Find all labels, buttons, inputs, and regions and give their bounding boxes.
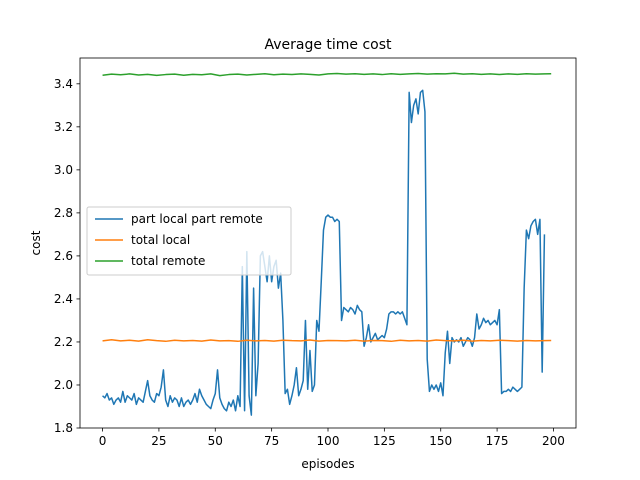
chart-title: Average time cost [264, 37, 392, 53]
legend-box [86, 206, 292, 276]
y-tick-label: 3.0 [54, 163, 73, 177]
x-tick-label: 0 [99, 434, 107, 448]
legend: part local part remote total local total r… [86, 206, 292, 276]
series-line-1 [102, 339, 552, 343]
y-tick-label: 2.4 [54, 292, 73, 306]
x-tick-label: 200 [542, 434, 565, 448]
series-line-0 [102, 89, 546, 416]
x-tick-label: 100 [317, 434, 340, 448]
x-tick-label: 75 [264, 434, 279, 448]
x-tick-label: 125 [373, 434, 396, 448]
series-line-2 [102, 72, 552, 77]
x-tick-label: 25 [151, 434, 166, 448]
y-axis-label: cost [29, 230, 43, 255]
x-tick-label: 150 [429, 434, 452, 448]
legend-label-1: total local [131, 233, 190, 247]
x-tick-label: 50 [208, 434, 223, 448]
x-axis-label: episodes [301, 457, 354, 471]
series-layer [102, 72, 552, 416]
y-tick-label: 1.8 [54, 421, 73, 435]
y-tick-label: 2.0 [54, 378, 73, 392]
y-tick-label: 3.4 [54, 77, 73, 91]
y-tick-label: 2.6 [54, 249, 73, 263]
legend-label-0: part local part remote [131, 212, 263, 226]
y-tick-label: 2.2 [54, 335, 73, 349]
x-tick-label: 175 [486, 434, 509, 448]
x-axis-ticks: 0 25 50 75 100 125 150 175 200 [99, 428, 565, 448]
legend-label-2: total remote [131, 254, 205, 268]
y-tick-label: 3.2 [54, 120, 73, 134]
y-tick-label: 2.8 [54, 206, 73, 220]
y-axis-ticks: 1.8 2.0 2.2 2.4 2.6 2.8 3.0 3.2 3.4 [54, 77, 80, 435]
